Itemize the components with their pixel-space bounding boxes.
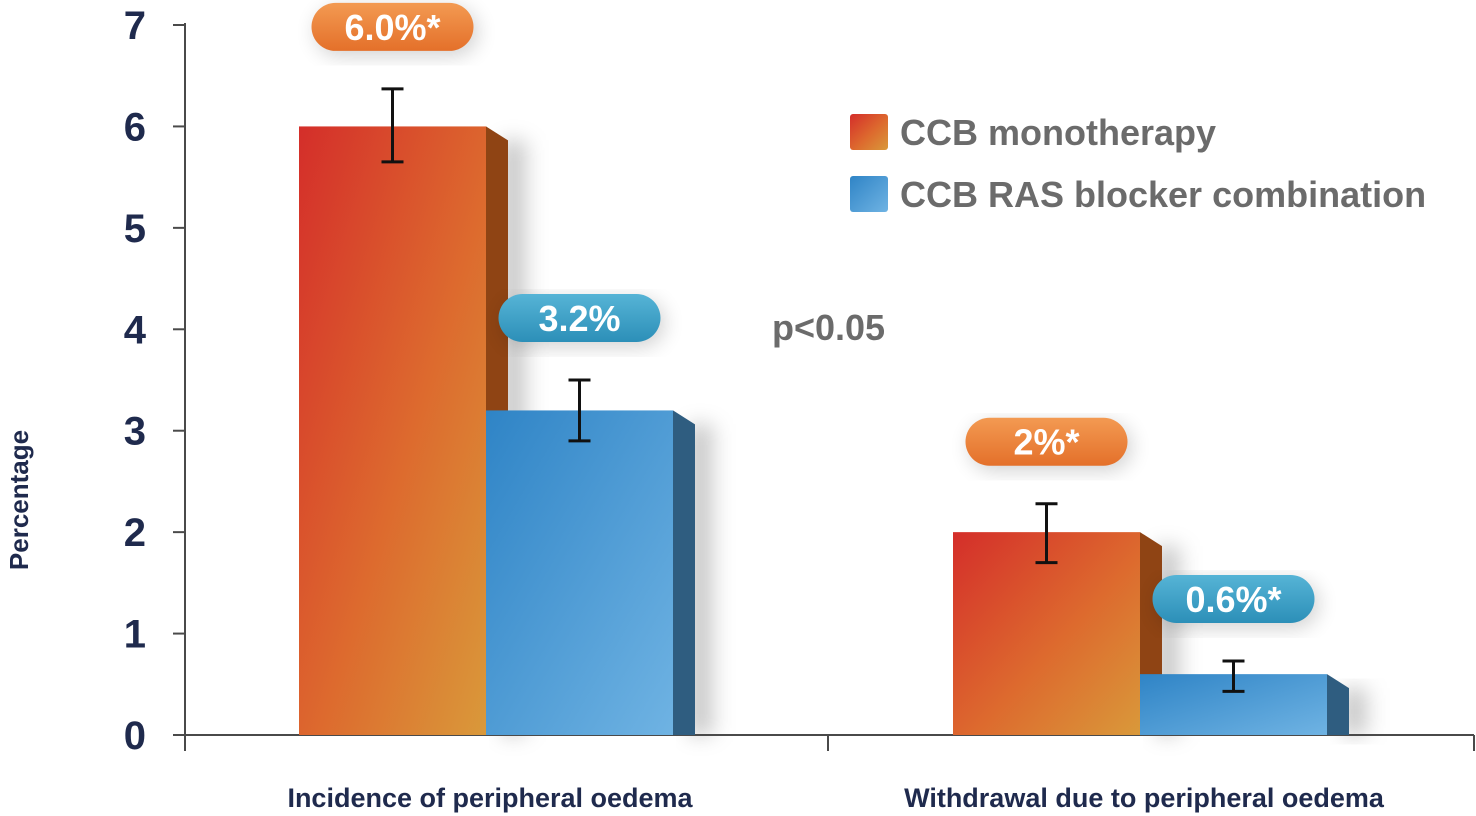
legend-item-ccb-ras-blocker-combination: CCB RAS blocker combination [850,174,1426,215]
error-bar [568,378,591,443]
legend-label-ccb-ras-blocker-combination: CCB RAS blocker combination [900,174,1426,215]
value-label-text: 0.6%* [1185,579,1281,620]
y-tick-label: 3 [124,410,146,454]
value-label-text: 3.2% [538,298,620,339]
legend: CCB monotherapy CCB RAS blocker combinat… [850,112,1426,215]
error-bar [1222,659,1245,693]
y-tick-label: 7 [124,4,146,48]
error-bars [381,87,1245,693]
x-category-label: Withdrawal due to peripheral oedema [904,783,1385,813]
legend-item-ccb-monotherapy: CCB monotherapy [850,112,1216,153]
bar [486,410,673,735]
y-axis-label: Percentage [4,430,34,570]
y-tick-label: 5 [124,207,146,251]
y-tick-label: 2 [124,511,146,555]
y-tick-label: 1 [124,613,146,657]
value-label: 2%* [965,417,1132,471]
bar-side [1327,674,1349,735]
bar-shadow [691,424,721,735]
y-tick-label: 0 [124,714,146,758]
value-label: 0.6%* [1152,574,1319,628]
bar [299,126,486,735]
error-bar [1035,502,1058,565]
bar [953,532,1140,735]
value-label: 3.2% [498,294,665,347]
y-tick-label: 4 [124,308,147,352]
p-value-annotation: p<0.05 [772,307,885,348]
value-labels: 6.0%* 2%* 3.2% 0.6%* [311,2,1319,628]
bar-shadow [1345,688,1375,735]
legend-swatch-ccb-ras-blocker-combination [850,176,888,212]
error-bar [381,87,404,164]
x-category-label: Incidence of peripheral oedema [287,783,693,813]
value-label-text: 6.0%* [344,7,440,48]
value-label-text: 2%* [1013,422,1079,463]
bar-side [673,410,695,735]
legend-swatch-ccb-monotherapy [850,114,888,150]
y-tick-label: 6 [124,105,146,149]
bars [299,126,1349,735]
value-label: 6.0%* [311,2,478,56]
legend-label-ccb-monotherapy: CCB monotherapy [900,112,1216,153]
